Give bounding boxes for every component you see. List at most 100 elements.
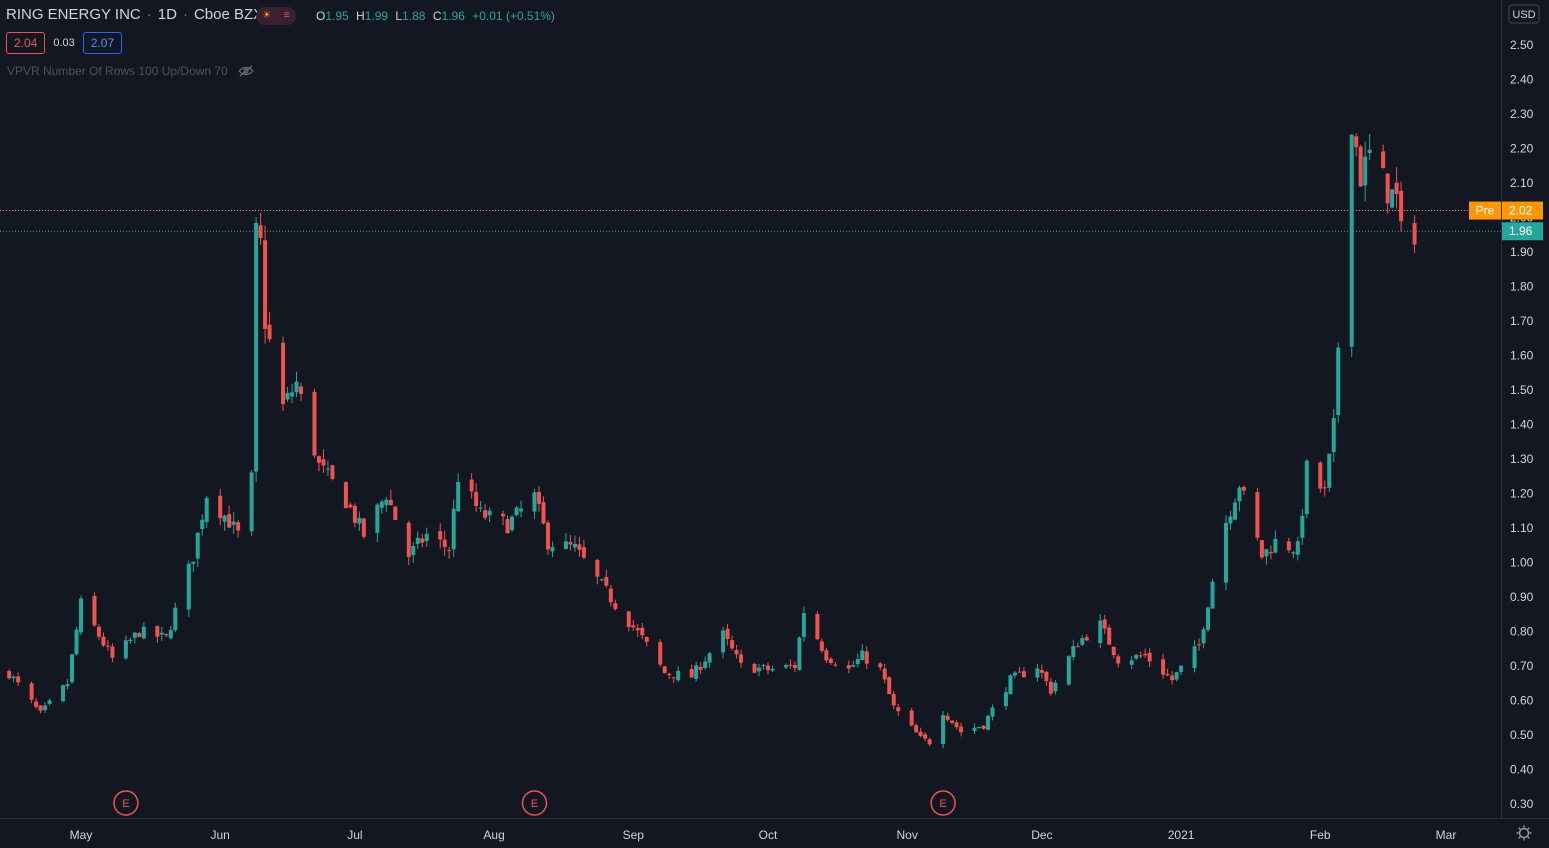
candle[interactable] (725, 623, 730, 646)
candle[interactable] (658, 638, 663, 667)
candle[interactable] (761, 663, 766, 670)
ask-button[interactable]: 2.07 (82, 32, 123, 54)
candle[interactable] (132, 631, 137, 644)
candle[interactable] (981, 725, 986, 730)
candle[interactable] (909, 707, 914, 727)
candle[interactable] (923, 731, 928, 742)
earnings-marker[interactable] (930, 790, 956, 816)
candle[interactable] (851, 660, 856, 668)
candle[interactable] (1075, 642, 1080, 648)
candle[interactable] (290, 383, 295, 404)
candle[interactable] (828, 657, 833, 665)
candle[interactable] (792, 661, 797, 672)
candle[interactable] (137, 632, 142, 638)
currency-button[interactable] (1508, 4, 1540, 24)
candle[interactable] (972, 723, 977, 734)
candle[interactable] (155, 625, 160, 644)
candle[interactable] (1039, 664, 1044, 679)
candle[interactable] (608, 584, 613, 607)
candle[interactable] (752, 662, 757, 673)
candle[interactable] (70, 653, 75, 684)
candle[interactable] (1412, 215, 1417, 254)
candle[interactable] (501, 510, 506, 526)
candle[interactable] (478, 500, 483, 513)
candle[interactable] (568, 534, 573, 551)
candle[interactable] (635, 623, 640, 637)
candle[interactable] (487, 507, 492, 522)
candle[interactable] (79, 595, 83, 636)
candle[interactable] (613, 599, 618, 611)
candle[interactable] (977, 726, 982, 729)
candle[interactable] (581, 539, 586, 560)
candle[interactable] (191, 561, 196, 572)
candle[interactable] (267, 311, 272, 343)
candle[interactable] (1201, 626, 1206, 649)
candle[interactable] (47, 698, 52, 706)
candle[interactable] (505, 515, 510, 534)
candle[interactable] (734, 644, 739, 659)
candle[interactable] (739, 649, 744, 668)
candle[interactable] (788, 659, 793, 669)
candle[interactable] (92, 592, 97, 627)
candle[interactable] (572, 535, 577, 552)
candle[interactable] (783, 663, 788, 670)
candle[interactable] (424, 527, 429, 547)
symbol-name[interactable]: RING ENERGY INC (6, 6, 141, 23)
candle[interactable] (1174, 672, 1179, 682)
candle[interactable] (1008, 674, 1013, 695)
candle[interactable] (1381, 144, 1386, 169)
candle[interactable] (914, 723, 919, 733)
candle[interactable] (1192, 640, 1197, 673)
candle[interactable] (1210, 578, 1215, 609)
candle[interactable] (123, 635, 128, 660)
candle[interactable] (1363, 141, 1368, 202)
candle[interactable] (222, 514, 227, 531)
candle[interactable] (1358, 144, 1363, 187)
candle[interactable] (846, 660, 851, 674)
chart-header[interactable]: RING ENERGY INC · 1D · Cboe BZX (6, 6, 263, 23)
candle[interactable] (801, 606, 806, 642)
candle[interactable] (1170, 671, 1175, 685)
candle[interactable] (343, 481, 348, 509)
candle[interactable] (1259, 539, 1264, 560)
candle[interactable] (227, 505, 232, 528)
candle[interactable] (1044, 670, 1049, 687)
candle[interactable] (707, 651, 712, 669)
candle[interactable] (469, 473, 474, 499)
candle[interactable] (770, 665, 775, 673)
candle[interactable] (330, 464, 335, 481)
candle[interactable] (577, 536, 582, 557)
candle[interactable] (765, 662, 770, 675)
candle[interactable] (676, 666, 681, 683)
candle[interactable] (887, 675, 892, 695)
candle[interactable] (1098, 614, 1103, 649)
candle[interactable] (168, 625, 173, 640)
candle[interactable] (164, 633, 169, 638)
candle[interactable] (1268, 545, 1273, 560)
candle[interactable] (644, 636, 649, 647)
candle[interactable] (721, 627, 726, 659)
candle[interactable] (882, 664, 887, 684)
candle[interactable] (986, 714, 991, 731)
candle[interactable] (384, 496, 389, 512)
candle[interactable] (1232, 498, 1237, 521)
candle[interactable] (43, 702, 48, 713)
gear-icon[interactable] (1516, 825, 1532, 841)
candle[interactable] (1264, 548, 1269, 565)
candle[interactable] (325, 460, 330, 476)
candle[interactable] (1331, 409, 1336, 463)
candle[interactable] (1017, 667, 1022, 673)
candle[interactable] (1322, 480, 1327, 497)
candle[interactable] (438, 523, 443, 549)
candle[interactable] (1354, 133, 1359, 157)
candle[interactable] (891, 690, 896, 709)
candle[interactable] (74, 626, 79, 656)
candle[interactable] (34, 698, 39, 710)
candle[interactable] (1111, 646, 1116, 659)
candle[interactable] (1107, 624, 1112, 645)
candle[interactable] (824, 647, 829, 664)
candle[interactable] (406, 520, 411, 566)
candle[interactable] (1197, 638, 1202, 651)
